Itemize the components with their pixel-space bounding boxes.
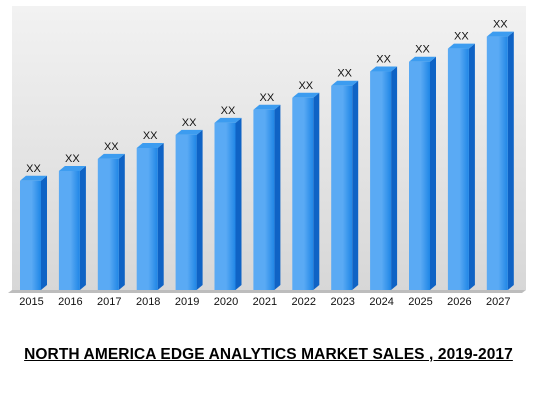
bar-front	[214, 122, 236, 290]
data-label: XX	[415, 44, 430, 56]
bar-top	[447, 43, 475, 49]
bar-front	[409, 61, 430, 291]
bar-2019	[175, 129, 203, 290]
bar-front	[58, 170, 80, 290]
data-label: XX	[454, 31, 469, 43]
bar-2018	[136, 143, 164, 290]
x-tick-label: 2021	[253, 296, 277, 308]
x-tick-labels: 2015 2016 2017 2018 2019 2020 2021 2022 2023 2024…	[19, 296, 510, 308]
bars	[20, 31, 514, 291]
x-tick-label: 2018	[136, 296, 160, 308]
bar-2025	[409, 56, 436, 291]
bar-side	[118, 153, 125, 290]
bar-side	[235, 117, 242, 290]
bar-2020	[214, 117, 242, 290]
bar-side	[391, 66, 398, 291]
x-tick-label: 2025	[408, 296, 432, 308]
data-label: XX	[65, 153, 80, 165]
data-label: XX	[260, 92, 275, 104]
bar-top	[58, 165, 86, 171]
bar-top	[409, 56, 436, 62]
bar-front	[20, 180, 41, 290]
bar-side	[352, 80, 359, 290]
bar-top	[20, 175, 47, 181]
bar-front	[175, 134, 197, 290]
bar-side	[79, 165, 86, 290]
x-tick-label: 2020	[214, 296, 238, 308]
data-label: XX	[104, 141, 119, 153]
bar-front	[136, 148, 158, 290]
bar-top	[175, 129, 203, 135]
bar-side	[468, 43, 475, 290]
data-label: XX	[493, 19, 508, 31]
bar-top	[292, 92, 320, 98]
x-tick-label: 2027	[486, 296, 510, 308]
plot-floor	[8, 290, 526, 293]
bar-2017	[97, 153, 125, 290]
bar-side	[157, 143, 164, 290]
bar-2016	[58, 165, 86, 290]
bar-top	[486, 31, 514, 37]
data-labels: XX XX XX XX XX XX XX XX XX XX XX XX XX	[26, 19, 508, 175]
bar-front	[447, 48, 469, 290]
x-tick-label: 2016	[58, 296, 82, 308]
data-label: XX	[376, 54, 391, 66]
x-tick-label: 2023	[330, 296, 354, 308]
bar-side	[274, 104, 281, 291]
bar-front	[486, 36, 508, 291]
bar-side	[196, 129, 203, 290]
bar-front	[97, 158, 119, 290]
bar-2021	[253, 104, 281, 291]
bar-2024	[370, 66, 398, 291]
bar-front	[292, 97, 314, 290]
bar-top	[214, 117, 242, 123]
bar-2022	[292, 92, 320, 290]
bar-side	[430, 56, 436, 291]
x-tick-label: 2019	[175, 296, 199, 308]
data-label: XX	[182, 117, 197, 129]
x-tick-label: 2024	[369, 296, 393, 308]
bar-top	[97, 153, 125, 159]
data-label: XX	[221, 105, 236, 117]
data-label: XX	[143, 130, 158, 142]
bar-side	[41, 175, 47, 290]
data-label: XX	[298, 80, 313, 92]
x-tick-label: 2015	[19, 296, 43, 308]
data-label: XX	[26, 163, 41, 175]
bar-front	[253, 109, 275, 291]
bar-2026	[447, 43, 475, 290]
bar-2023	[331, 80, 359, 290]
bar-top	[253, 104, 281, 110]
bar-top	[370, 66, 398, 72]
x-tick-label: 2022	[292, 296, 316, 308]
data-label: XX	[337, 68, 352, 80]
bar-2027	[486, 31, 514, 291]
bar-2015	[20, 175, 47, 290]
x-tick-label: 2017	[97, 296, 121, 308]
bar-side	[313, 92, 320, 290]
bar-side	[507, 31, 514, 290]
bar-top	[331, 80, 359, 86]
bar-front	[331, 85, 353, 290]
x-tick-label: 2026	[447, 296, 471, 308]
bar-front	[370, 71, 392, 291]
chart-title: NORTH AMERICA EDGE ANALYTICS MARKET SALE…	[24, 346, 513, 363]
bar-top	[136, 143, 164, 148]
